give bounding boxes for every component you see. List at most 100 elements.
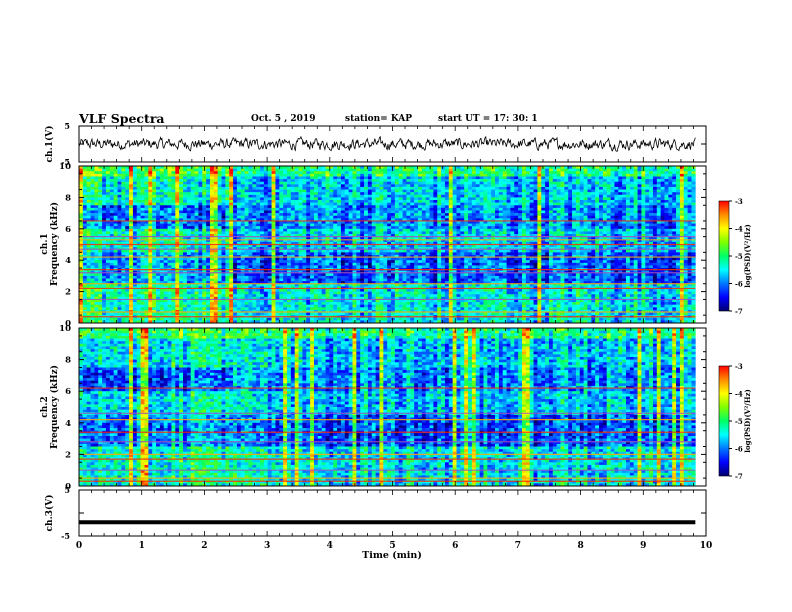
spectrogram-cell-1	[190, 194, 195, 198]
spectrogram-cell-1	[290, 309, 296, 313]
spectrogram-cell-1	[387, 283, 392, 287]
spectrogram-cell-1	[371, 262, 376, 266]
spectrogram-cell-1	[333, 304, 338, 308]
spectrogram-cell-1	[186, 283, 192, 287]
spectrogram-cell-1	[367, 213, 373, 217]
spectrogram-cell-1	[360, 234, 365, 237]
spectrogram-cell-1	[337, 186, 342, 190]
spectrogram-cell-1	[233, 307, 238, 311]
spectrogram-cell-1	[364, 194, 369, 198]
spectrogram-cell-1	[310, 171, 315, 175]
spectrogram-cell-1	[248, 286, 253, 290]
spectrogram-cell-1	[86, 288, 91, 292]
spectrogram-cell-1	[290, 223, 296, 227]
spectrogram-cell-1	[159, 236, 165, 240]
spectrogram-cell-1	[125, 312, 130, 316]
spectrogram-cell-1	[298, 168, 303, 172]
spectrogram-cell-1	[121, 241, 126, 245]
spectrogram-cell-1	[367, 192, 373, 196]
spectrogram-cell-1	[117, 286, 122, 290]
spectrogram-cell-1	[283, 236, 288, 240]
spectrogram-cell-1	[256, 239, 261, 243]
spectrogram-cell-1	[252, 231, 257, 235]
spectrogram-cell-1	[271, 307, 276, 311]
spectrogram-cell-1	[260, 166, 265, 169]
spectrogram-cell-1	[175, 171, 180, 175]
spectrogram-cell-1	[271, 171, 276, 175]
spectrogram-cell-1	[383, 288, 388, 292]
spectrogram-cell-1	[271, 226, 276, 230]
spectrogram-cell-1	[179, 249, 184, 253]
spectrogram-cell-1	[375, 231, 380, 235]
spectrogram-cell-1	[105, 239, 111, 243]
spectrogram-cell-1	[186, 307, 192, 311]
spectrogram-cell-1	[236, 317, 242, 321]
spectrogram-cell-1	[275, 231, 280, 235]
spectrogram-cell-1	[340, 270, 346, 274]
spectrogram-cell-1	[348, 239, 353, 243]
spectrogram-cell-1	[256, 166, 261, 169]
spectrogram-cell-1	[144, 179, 149, 182]
spectrogram-cell-1	[283, 296, 288, 300]
spectrogram-cell-1	[206, 213, 211, 217]
spectrogram-cell-1	[125, 291, 130, 295]
spectrogram-cell-1	[321, 317, 326, 321]
spectrogram-cell-1	[113, 166, 118, 169]
spectrogram-cell-1	[183, 189, 188, 193]
spectrogram-cell-1	[256, 210, 261, 214]
spectrogram-cell-1	[306, 220, 311, 224]
spectrogram-cell-1	[275, 200, 280, 203]
spectrogram-cell-1	[117, 197, 122, 201]
spectrogram-cell-1	[244, 239, 249, 243]
spectrogram-cell-1	[109, 262, 114, 266]
spectrogram-cell-1	[371, 218, 376, 222]
spectrogram-cell-1	[383, 307, 388, 311]
spectrogram-cell-1	[190, 200, 195, 203]
spectrogram-cell-1	[148, 189, 153, 193]
spectrogram-cell-1	[321, 283, 326, 287]
spectrogram-cell-1	[167, 288, 172, 292]
spectrogram-cell-1	[217, 309, 222, 313]
spectrogram-cell-1	[294, 194, 299, 198]
spectrogram-cell-1	[171, 197, 176, 201]
spectrogram-cell-1	[121, 278, 126, 282]
spectrogram-cell-1	[206, 171, 211, 175]
spectrogram-cell-1	[206, 202, 211, 206]
spectrogram-cell-1	[136, 213, 141, 217]
spectrogram-cell-1	[317, 273, 322, 277]
spectrogram-cell-1	[367, 202, 373, 206]
spectrogram-cell-1	[317, 260, 322, 264]
spectrogram-cell-1	[287, 215, 292, 219]
spectrogram-cell-1	[194, 296, 199, 300]
spectrogram-cell-1	[82, 184, 87, 188]
spectrogram-cell-1	[236, 179, 242, 182]
spectrogram-cell-1	[90, 288, 95, 292]
spectrogram-cell-1	[356, 262, 361, 266]
spectrogram-cell-1	[86, 171, 91, 175]
spectrogram-cell-1	[79, 288, 84, 292]
spectrogram-cell-1	[175, 226, 180, 230]
spectrogram-cell-1	[198, 168, 203, 172]
spectrogram-cell-1	[217, 197, 222, 201]
spectrogram-cell-1	[194, 179, 199, 182]
spectrogram-cell-1	[340, 234, 346, 237]
spectrogram-cell-1	[260, 179, 265, 182]
spectrogram-cell-1	[86, 220, 91, 224]
spectrogram-cell-1	[175, 210, 180, 214]
spectrogram-cell-1	[167, 273, 172, 277]
spectrogram-cell-1	[294, 176, 299, 180]
spectrogram-cell-1	[94, 197, 99, 201]
spectrogram-cell-1	[148, 307, 153, 311]
spectrogram-cell-1	[240, 210, 245, 214]
spectrogram-cell-1	[90, 244, 95, 248]
spectrogram-cell-1	[387, 166, 392, 169]
spectrogram-cell-1	[364, 304, 369, 308]
spectrogram-cell-1	[340, 192, 346, 196]
spectrogram-cell-1	[360, 278, 365, 282]
spectrogram-cell-1	[321, 257, 326, 261]
spectrogram-cell-1	[125, 186, 130, 190]
spectrogram-cell-1	[179, 320, 184, 324]
spectrogram-cell-1	[267, 270, 272, 274]
spectrogram-cell-1	[229, 218, 234, 222]
spectrogram-cell-1	[383, 320, 388, 324]
